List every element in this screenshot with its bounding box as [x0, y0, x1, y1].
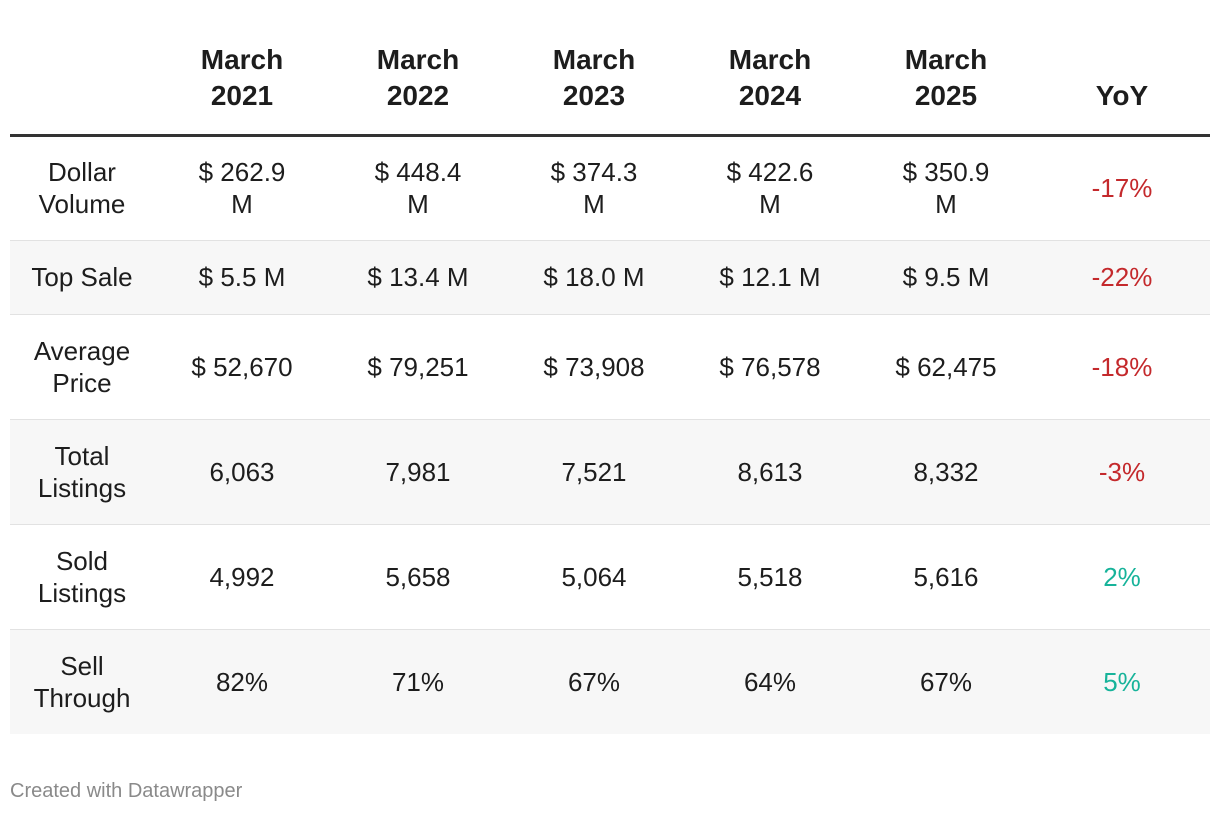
value-cell: 67% [858, 629, 1034, 734]
value-unit: M [759, 189, 781, 219]
value-cell: $ 62,475 [858, 314, 1034, 420]
row-label-line: Sold [55, 545, 109, 576]
value-cell: $ 350.9 M [858, 135, 1034, 241]
header-month: March [728, 43, 812, 75]
header-year-cell: March 2021 [154, 0, 330, 137]
value-text: $ 422.6 [726, 157, 814, 187]
value-cell: $ 18.0 M [506, 240, 682, 315]
table-row: Total Listings 6,063 7,981 7,521 8,613 8,… [10, 419, 1210, 525]
row-label-line: Listings [37, 577, 127, 608]
value-cell: $ 12.1 M [682, 240, 858, 315]
value-cell: $ 262.9 M [154, 135, 330, 241]
value-unit: M [407, 189, 429, 219]
yoy-cell: -22% [1034, 240, 1210, 315]
table-row: Dollar Volume $ 262.9 M $ 448.4 M $ 374.3 M … [10, 135, 1210, 241]
value-cell: 71% [330, 629, 506, 734]
value-cell: $ 52,670 [154, 314, 330, 420]
row-label-line: Price [52, 367, 112, 398]
row-label-line: Volume [38, 189, 126, 219]
header-month: March [904, 43, 988, 75]
header-year-cell: March 2024 [682, 0, 858, 137]
row-label: Total Listings [10, 419, 154, 525]
value-cell: 5,658 [330, 524, 506, 630]
value-text: $ 374.3 [550, 157, 638, 187]
header-yoy-cell: YoY [1034, 0, 1210, 137]
data-table: March 2021 March 2022 March 2023 March 2024 … [10, 0, 1210, 734]
value-cell: 82% [154, 629, 330, 734]
header-year-cell: March 2025 [858, 0, 1034, 137]
row-label: Sell Through [10, 629, 154, 734]
value-cell: $ 76,578 [682, 314, 858, 420]
value-unit: M [935, 189, 957, 219]
row-label: Dollar Volume [10, 135, 154, 241]
value-cell: 64% [682, 629, 858, 734]
row-label: Sold Listings [10, 524, 154, 630]
value-text: $ 262.9 [198, 157, 286, 187]
row-label: Average Price [10, 314, 154, 420]
header-year: 2025 [914, 79, 978, 111]
row-label-line: Through [33, 682, 131, 713]
value-cell: 7,981 [330, 419, 506, 525]
yoy-cell: 5% [1034, 629, 1210, 734]
yoy-cell: 2% [1034, 524, 1210, 630]
value-cell: 8,332 [858, 419, 1034, 525]
header-month: March [552, 43, 636, 75]
yoy-cell: -17% [1034, 135, 1210, 241]
data-table-container: March 2021 March 2022 March 2023 March 2024 … [10, 0, 1210, 734]
value-cell: 7,521 [506, 419, 682, 525]
header-row: March 2021 March 2022 March 2023 March 2024 … [10, 0, 1210, 137]
row-label-line: Dollar [48, 157, 116, 187]
row-label-line: Average [33, 335, 131, 366]
value-cell: 8,613 [682, 419, 858, 525]
header-label-cell [10, 0, 154, 137]
table-row: Top Sale $ 5.5 M $ 13.4 M $ 18.0 M $ 12.… [10, 240, 1210, 315]
value-cell: $ 13.4 M [330, 240, 506, 315]
value-cell: $ 73,908 [506, 314, 682, 420]
value-cell: 5,064 [506, 524, 682, 630]
value-text: $ 448.4 [374, 157, 462, 187]
footer-credit: Created with Datawrapper [10, 780, 243, 802]
header-year: 2023 [562, 79, 626, 111]
header-year: 2024 [738, 79, 802, 111]
yoy-cell: -3% [1034, 419, 1210, 525]
value-text: $ 350.9 [902, 157, 990, 187]
value-unit: M [583, 189, 605, 219]
value-cell: $ 374.3 M [506, 135, 682, 241]
value-cell: $ 9.5 M [858, 240, 1034, 315]
value-cell: $ 79,251 [330, 314, 506, 420]
row-label: Top Sale [10, 240, 154, 315]
row-label-line: Total [54, 440, 110, 471]
table-row: Sell Through 82% 71% 67% 64% 67% 5% [10, 629, 1210, 734]
header-year: 2022 [386, 79, 450, 111]
header-month: March [200, 43, 284, 75]
header-year-cell: March 2023 [506, 0, 682, 137]
value-cell: $ 5.5 M [154, 240, 330, 315]
value-unit: M [231, 189, 253, 219]
value-cell: 4,992 [154, 524, 330, 630]
table-body: Dollar Volume $ 262.9 M $ 448.4 M $ 374.3 M … [10, 135, 1210, 734]
table-row: Sold Listings 4,992 5,658 5,064 5,518 5,6… [10, 524, 1210, 630]
table-header: March 2021 March 2022 March 2023 March 2024 … [10, 0, 1210, 137]
value-cell: 5,616 [858, 524, 1034, 630]
value-cell: $ 448.4 M [330, 135, 506, 241]
header-year-cell: March 2022 [330, 0, 506, 137]
table-row: Average Price $ 52,670 $ 79,251 $ 73,908 … [10, 314, 1210, 420]
row-label-line: Top Sale [31, 262, 133, 292]
yoy-cell: -18% [1034, 314, 1210, 420]
header-year: 2021 [210, 79, 274, 111]
value-cell: 5,518 [682, 524, 858, 630]
header-month: March [376, 43, 460, 75]
value-cell: $ 422.6 M [682, 135, 858, 241]
row-label-line: Sell [60, 650, 104, 681]
row-label-line: Listings [37, 472, 127, 503]
value-cell: 6,063 [154, 419, 330, 525]
value-cell: 67% [506, 629, 682, 734]
